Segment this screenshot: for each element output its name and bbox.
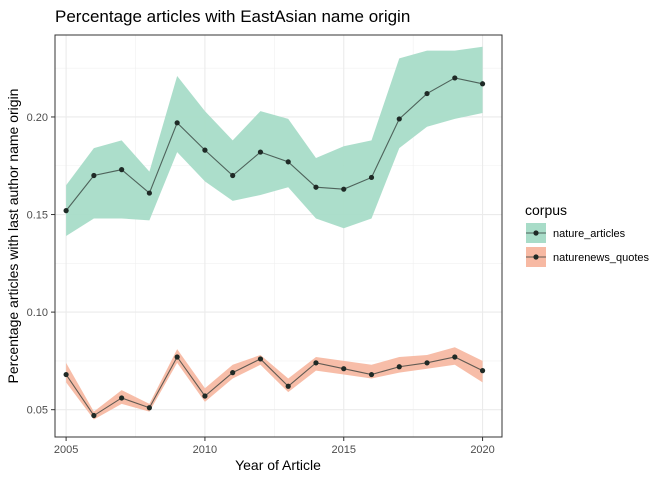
series-points: [63, 75, 486, 419]
x-axis: 2005 2010 2015 2020: [54, 437, 495, 456]
x-tick-label: 2010: [193, 444, 217, 456]
legend: corpus nature_articles naturenews_quotes: [525, 202, 650, 267]
legend-label-naturenews_quotes: naturenews_quotes: [553, 252, 650, 264]
legend-label-nature_articles: nature_articles: [553, 228, 626, 240]
point-naturenews_quotes: [91, 412, 97, 419]
point-naturenews_quotes: [479, 368, 486, 374]
x-tick-label: 2015: [332, 444, 356, 456]
point-nature_articles: [285, 159, 291, 165]
point-naturenews_quotes: [230, 370, 236, 376]
point-nature_articles: [230, 172, 236, 179]
y-tick-label: 0.20: [27, 112, 48, 124]
point-nature_articles: [91, 172, 97, 179]
point-naturenews_quotes: [119, 395, 125, 401]
point-naturenews_quotes: [285, 383, 291, 389]
series-lines: [65, 77, 483, 417]
panel-border: [54, 34, 503, 438]
point-naturenews_quotes: [313, 360, 319, 366]
point-naturenews_quotes: [146, 405, 152, 411]
point-nature_articles: [202, 147, 208, 153]
legend-title: corpus: [525, 202, 567, 218]
point-nature_articles: [396, 116, 402, 122]
line-nature_articles: [65, 77, 483, 211]
point-nature_articles: [452, 75, 458, 81]
point-nature_articles: [424, 90, 430, 97]
point-naturenews_quotes: [452, 354, 458, 360]
point-nature_articles: [479, 81, 486, 87]
legend-key-point: [533, 230, 539, 236]
x-tick-label: 2020: [470, 444, 494, 456]
point-nature_articles: [368, 174, 375, 181]
legend-key-point: [533, 254, 539, 260]
x-tick-label: 2005: [54, 444, 78, 456]
point-naturenews_quotes: [63, 371, 69, 378]
point-nature_articles: [313, 184, 319, 190]
point-naturenews_quotes: [341, 366, 347, 372]
point-naturenews_quotes: [424, 360, 430, 366]
point-naturenews_quotes: [257, 356, 264, 362]
y-axis: 0.05 0.10 0.15 0.20: [27, 112, 55, 417]
y-tick-label: 0.10: [27, 307, 48, 319]
point-nature_articles: [63, 208, 69, 214]
confidence-bands: [66, 46, 483, 420]
point-nature_articles: [174, 120, 180, 126]
point-nature_articles: [341, 186, 347, 192]
y-axis-title: Percentage articles with last author nam…: [5, 89, 21, 384]
point-naturenews_quotes: [174, 354, 180, 360]
x-axis-title: Year of Article: [235, 457, 321, 473]
point-naturenews_quotes: [368, 371, 375, 378]
point-naturenews_quotes: [396, 364, 402, 370]
point-nature_articles: [257, 149, 264, 155]
band-nature_articles: [66, 46, 483, 237]
point-nature_articles: [146, 190, 152, 196]
point-naturenews_quotes: [202, 393, 208, 399]
band-naturenews_quotes: [66, 347, 483, 420]
chart-title: Percentage articles with EastAsian name …: [55, 7, 410, 26]
point-nature_articles: [119, 167, 125, 173]
y-tick-label: 0.15: [27, 210, 48, 222]
line-naturenews_quotes: [65, 355, 483, 417]
y-tick-label: 0.05: [27, 405, 48, 417]
